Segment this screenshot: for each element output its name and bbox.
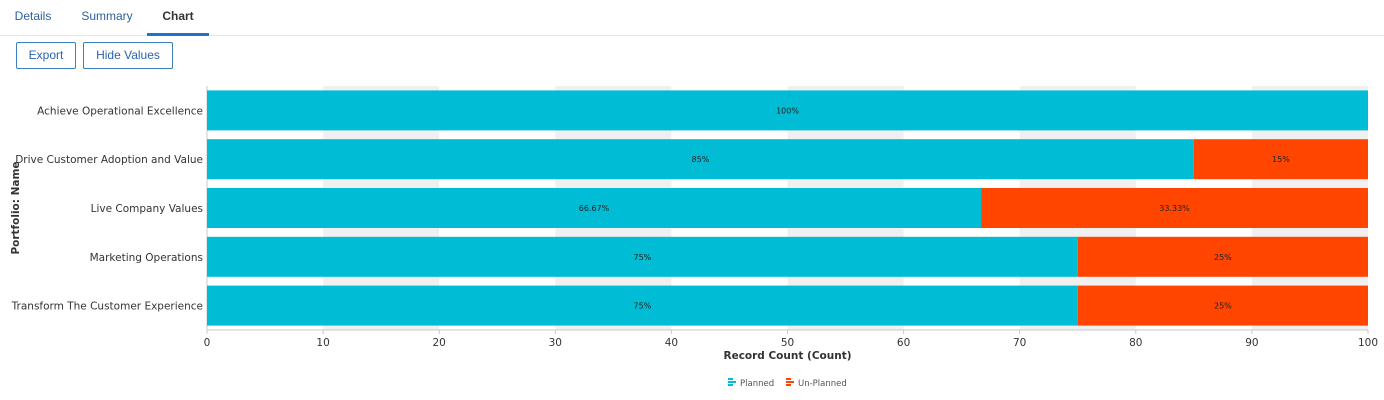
data-label: 15%	[1272, 155, 1290, 164]
data-label: 25%	[1214, 302, 1232, 311]
bar-unplanned	[1193, 139, 1368, 180]
category-label: Transform The Customer Experience	[11, 301, 203, 313]
legend-unplanned-icon	[786, 384, 791, 386]
x-tick-label: 30	[549, 337, 562, 349]
hide-values-button[interactable]: Hide Values	[83, 42, 173, 69]
category-label: Live Company Values	[91, 203, 203, 215]
tab-bar: Details Summary Chart	[0, 0, 1384, 36]
data-label: 33.33%	[1159, 204, 1190, 213]
tab-details[interactable]: Details	[14, 9, 52, 23]
export-button[interactable]: Export	[16, 42, 76, 69]
tab-summary[interactable]: Summary	[81, 9, 133, 23]
bar-planned	[207, 285, 1078, 326]
data-label: 85%	[692, 155, 710, 164]
data-label: 66.67%	[579, 204, 610, 213]
legend-label: Un-Planned	[798, 379, 847, 389]
data-label: 25%	[1214, 253, 1232, 262]
x-tick-label: 40	[665, 337, 678, 349]
x-tick-label: 80	[1129, 337, 1142, 349]
tab-chart[interactable]: Chart	[147, 0, 209, 36]
bar-planned	[207, 90, 1368, 131]
x-tick-label: 100	[1358, 337, 1378, 349]
bar-planned	[207, 139, 1194, 180]
category-label: Marketing Operations	[90, 252, 203, 264]
legend-unplanned-icon	[786, 381, 794, 383]
legend-planned-icon	[728, 381, 736, 383]
bar-planned	[207, 188, 982, 228]
category-label: Drive Customer Adoption and Value	[15, 154, 203, 166]
legend-unplanned-icon	[786, 378, 791, 380]
legend-planned-icon	[728, 384, 733, 386]
data-label: 75%	[633, 253, 651, 262]
bar-unplanned	[1077, 285, 1368, 326]
data-label: 100%	[776, 106, 799, 115]
bar-unplanned	[981, 188, 1368, 228]
x-tick-label: 90	[1245, 337, 1258, 349]
x-tick-label: 60	[897, 337, 910, 349]
x-tick-label: 20	[433, 337, 446, 349]
legend-label: Planned	[740, 379, 774, 389]
x-tick-label: 0	[204, 337, 211, 349]
x-tick-label: 10	[316, 337, 329, 349]
bar-unplanned	[1077, 236, 1368, 277]
data-label: 75%	[633, 302, 651, 311]
x-tick-label: 70	[1013, 337, 1026, 349]
y-axis-title: Portfolio: Name	[10, 161, 22, 254]
bar-planned	[207, 236, 1078, 277]
x-axis-title: Record Count (Count)	[723, 350, 851, 362]
legend-planned-icon	[728, 378, 733, 380]
x-tick-label: 50	[781, 337, 794, 349]
category-label: Achieve Operational Excellence	[37, 105, 203, 117]
